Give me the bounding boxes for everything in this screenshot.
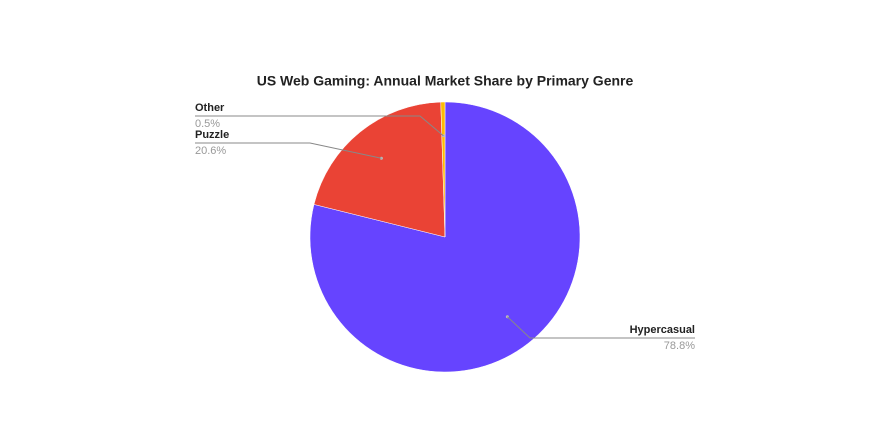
slice-name: Other [195, 102, 225, 114]
leader-line [195, 115, 444, 137]
slice-value-label: 78.8% [664, 340, 695, 352]
leader-line [507, 316, 695, 339]
slice-name: Hypercasual [630, 324, 695, 336]
slice-value-label: 20.6% [195, 145, 226, 157]
chart-title: US Web Gaming: Annual Market Share by Pr… [257, 73, 634, 89]
pie-slice [313, 101, 446, 238]
slice-value-label: 0.5% [195, 118, 220, 130]
slice-name: Puzzle [195, 129, 229, 141]
leader-line [195, 142, 382, 159]
